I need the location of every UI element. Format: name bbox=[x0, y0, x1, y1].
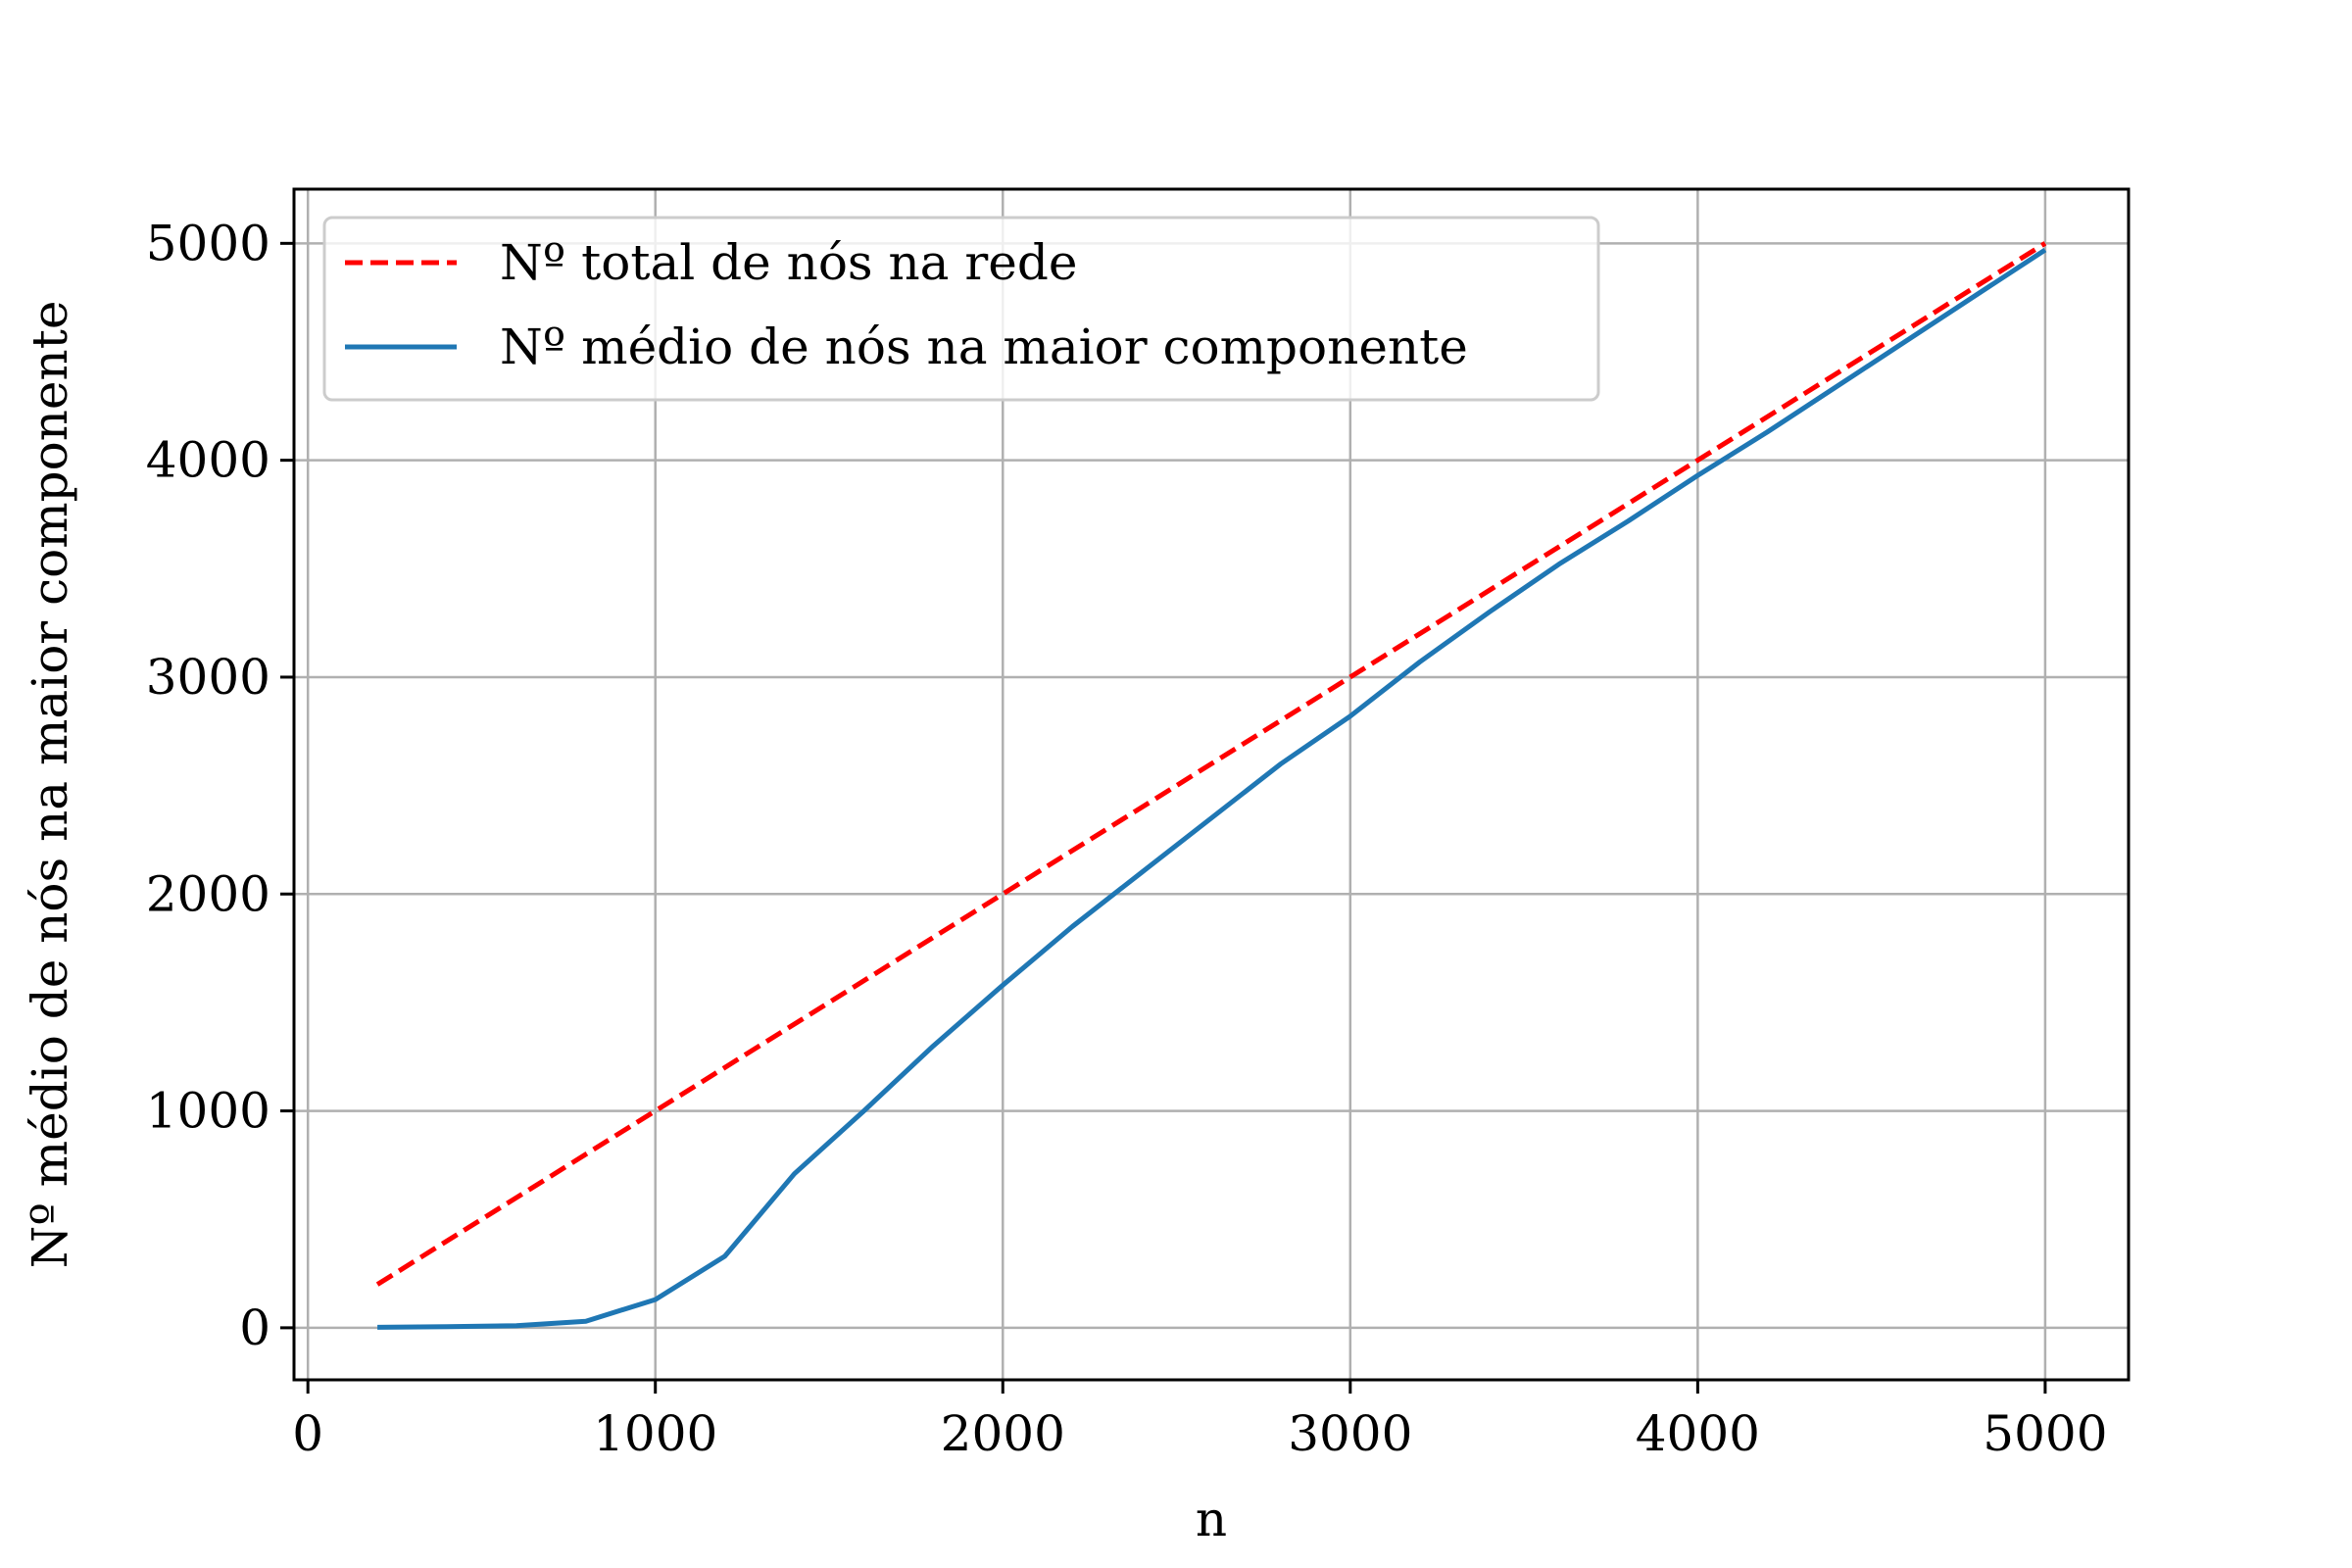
y-tick-label-5000: 5000 bbox=[146, 215, 270, 271]
y-tick-label-0: 0 bbox=[239, 1299, 270, 1356]
x-tick-label-3000: 3000 bbox=[1288, 1405, 1412, 1462]
x-tick-label-1000: 1000 bbox=[593, 1405, 717, 1462]
legend-box bbox=[322, 216, 1600, 402]
plot-lines bbox=[375, 241, 2047, 1330]
x-axis-title: n bbox=[1196, 1491, 1227, 1547]
y-tick-label-3000: 3000 bbox=[146, 649, 270, 706]
legend-label-medio: Nº médio de nós na maior componente bbox=[500, 318, 1468, 375]
y-tick-label-2000: 2000 bbox=[146, 865, 270, 922]
y-axis-title: Nº médio de nós na maior componente bbox=[22, 301, 78, 1269]
axis-ticks: 0 1000 2000 3000 4000 5000 0 1000 2000 3000 4000 50… bbox=[146, 215, 2108, 1462]
x-tick-label-4000: 4000 bbox=[1636, 1405, 1760, 1462]
series-line-1 bbox=[377, 247, 2047, 1330]
y-tick-label-1000: 1000 bbox=[146, 1083, 270, 1140]
legend: Nº total de nós na rede Nº médio de nós … bbox=[322, 216, 1600, 402]
x-tick-label-2000: 2000 bbox=[941, 1405, 1065, 1462]
plot-frame bbox=[292, 187, 2131, 1382]
legend-label-total: Nº total de nós na rede bbox=[500, 234, 1077, 291]
x-tick-label-0: 0 bbox=[292, 1405, 323, 1462]
series-line-0 bbox=[375, 241, 2047, 1287]
y-tick-label-4000: 4000 bbox=[146, 432, 270, 489]
x-tick-label-5000: 5000 bbox=[1983, 1405, 2107, 1462]
